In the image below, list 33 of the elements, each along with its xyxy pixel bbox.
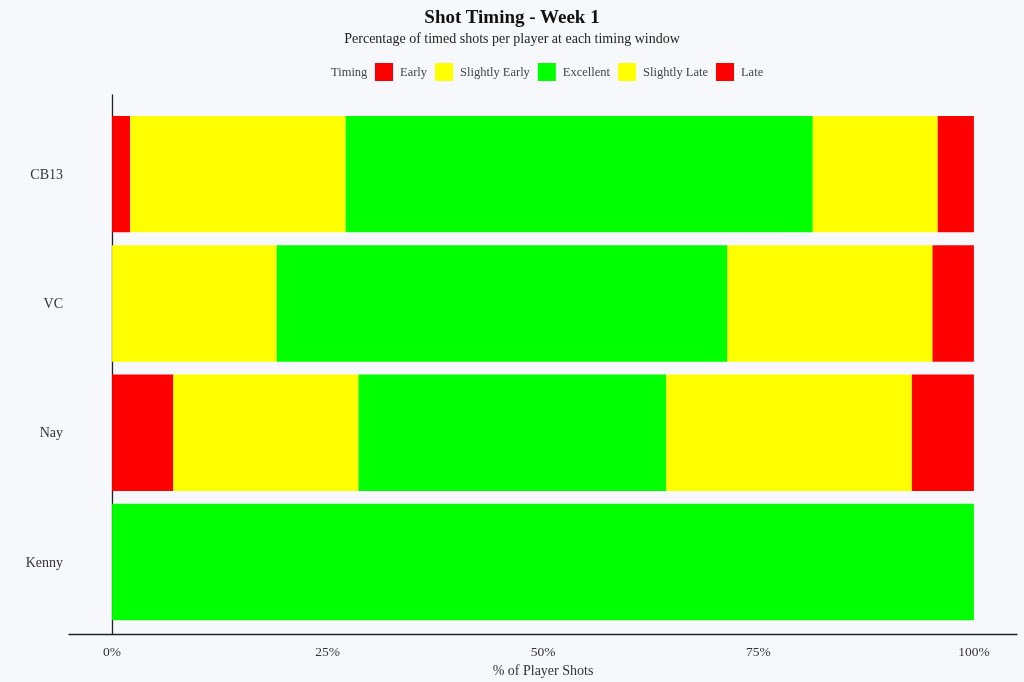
legend-label: Slightly Late <box>643 65 709 79</box>
x-tick-label: 0% <box>103 643 122 659</box>
y-tick-label: Kenny <box>25 554 63 570</box>
x-tick-label: 50% <box>530 643 556 659</box>
bar <box>173 374 359 491</box>
chart-title: Shot Timing - Week 1 <box>424 6 600 27</box>
bar <box>130 115 346 233</box>
bar <box>112 374 174 491</box>
legend-title: Timing <box>331 64 369 79</box>
y-tick-label: CB13 <box>30 166 63 182</box>
x-tick-label: 25% <box>315 643 340 659</box>
legend-label: Late <box>740 65 764 79</box>
x-tick-label: 75% <box>746 643 771 659</box>
bar <box>911 374 974 491</box>
bar <box>727 245 933 362</box>
x-tick-label: 100% <box>958 643 990 659</box>
legend-label: Early <box>400 65 428 79</box>
y-tick-label: Nay <box>39 425 63 441</box>
bar <box>932 245 974 362</box>
bar <box>666 374 912 491</box>
bar <box>812 115 938 233</box>
bar <box>358 374 667 491</box>
bar <box>112 115 131 233</box>
bar <box>276 245 728 362</box>
legend-label: Excellent <box>562 65 611 79</box>
bar <box>345 115 813 233</box>
bar <box>937 115 974 233</box>
x-axis-title: % of Player Shots <box>492 662 594 678</box>
bar <box>112 503 974 621</box>
y-tick-label: VC <box>43 295 63 311</box>
legend-label: Slightly Early <box>460 65 531 79</box>
chart-subtitle: Percentage of timed shots per player at each timing window <box>344 30 681 46</box>
bar <box>112 245 277 362</box>
